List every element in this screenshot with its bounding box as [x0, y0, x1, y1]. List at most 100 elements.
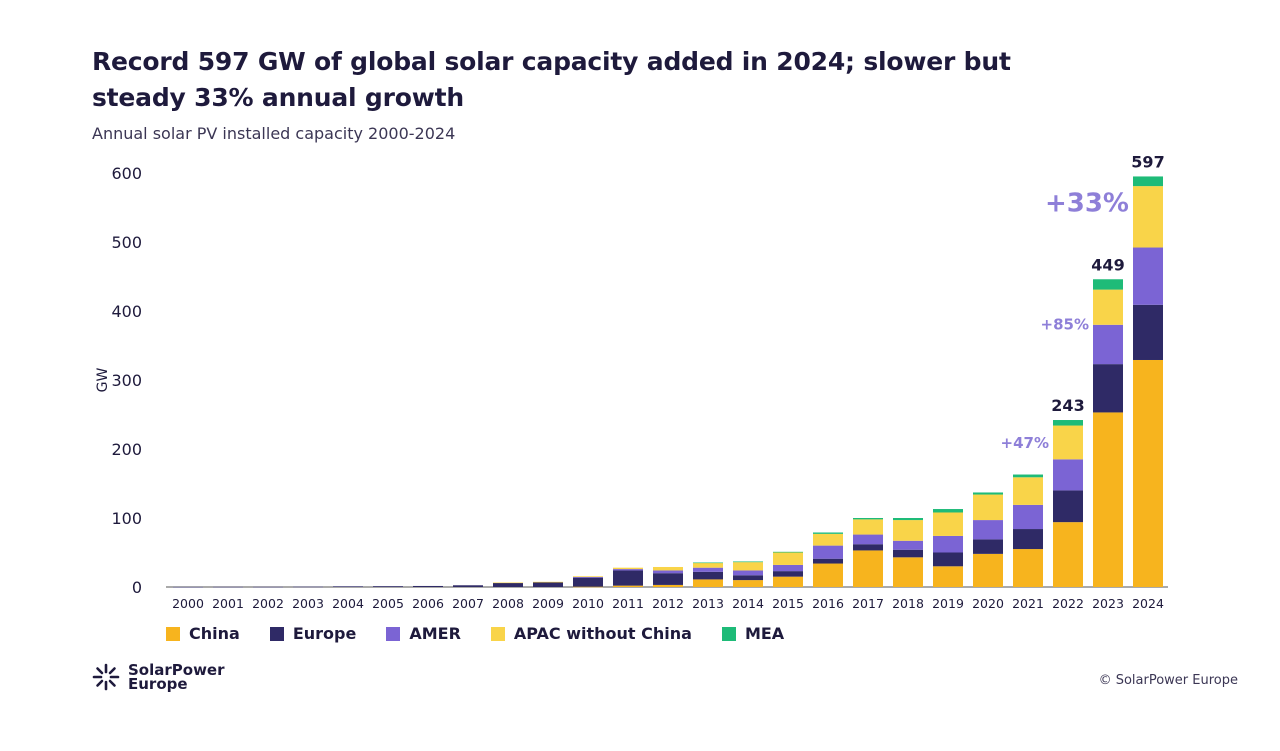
bar-segment-china-2013 [693, 579, 723, 587]
bar-segment-mea-2021 [1013, 474, 1043, 478]
bar-segment-apac-without-china-2021 [1013, 477, 1043, 505]
x-tick-label: 2023 [1092, 596, 1124, 611]
legend-swatch-amer [386, 626, 401, 641]
bar-segment-europe-2005 [373, 586, 403, 587]
y-tick-label: 400 [111, 302, 142, 321]
legend-label-apac: APAC without China [513, 624, 692, 643]
bar-segment-amer-2016 [813, 545, 843, 559]
bar-segment-mea-2014 [733, 561, 763, 563]
y-tick-label: 200 [111, 440, 142, 459]
x-tick-label: 2003 [292, 596, 324, 611]
bar-segment-mea-2017 [853, 518, 883, 520]
bar-segment-china-2019 [933, 566, 963, 587]
total-label-2023: 449 [1091, 255, 1124, 274]
bar-segment-europe-2018 [893, 549, 923, 558]
bar-segment-europe-2021 [1013, 529, 1043, 550]
y-tick-label: 0 [132, 578, 142, 597]
bar-segment-china-2018 [893, 557, 923, 587]
bar-segment-europe-2011 [613, 570, 643, 586]
y-tick-label: 500 [111, 233, 142, 252]
bar-segment-amer-2019 [933, 535, 963, 553]
bar-segment-mea-2023 [1093, 279, 1123, 290]
x-tick-label: 2007 [452, 596, 484, 611]
legend-swatch-mea [721, 626, 736, 641]
x-tick-label: 2016 [812, 596, 844, 611]
y-tick-label: 100 [111, 509, 142, 528]
x-tick-label: 2019 [932, 596, 964, 611]
bar-segment-amer-2020 [973, 520, 1003, 540]
legend-item-europe: Europe [269, 624, 357, 643]
x-tick-label: 2010 [572, 596, 604, 611]
growth-label-2022: +47% [1001, 434, 1049, 452]
y-tick-label: 600 [111, 164, 142, 183]
bar-segment-amer-2022 [1053, 459, 1083, 491]
bar-segment-apac-without-china-2020 [973, 494, 1003, 521]
bar-segment-apac-without-china-2023 [1093, 289, 1123, 325]
x-tick-label: 2012 [652, 596, 684, 611]
legend-item-china: China [166, 624, 240, 643]
logo-line-1: SolarPower [128, 661, 225, 679]
sun-burst-icon [92, 663, 120, 691]
bar-segment-mea-2019 [933, 509, 963, 513]
legend-label-mea: MEA [744, 624, 785, 643]
bar-segment-china-2023 [1093, 412, 1123, 587]
bar-segment-apac-without-china-2019 [933, 512, 963, 536]
bar-segment-amer-2010 [573, 576, 603, 578]
legend-swatch-china [166, 626, 180, 641]
bar-segment-apac-without-china-2012 [653, 566, 683, 571]
bar-segment-apac-without-china-2018 [893, 520, 923, 541]
bar-segment-apac-without-china-2011 [613, 567, 643, 570]
bar-segment-europe-2024 [1133, 304, 1163, 360]
bar-segment-europe-2004 [333, 586, 363, 587]
x-tick-label: 2017 [852, 596, 884, 611]
bar-segment-europe-2020 [973, 539, 1003, 554]
legend-label-china: China [189, 624, 240, 643]
legend-swatch-europe [269, 626, 284, 641]
bar-segment-europe-2023 [1093, 364, 1123, 413]
bar-segment-apac-without-china-2013 [693, 562, 723, 568]
growth-label-2023: +85% [1041, 315, 1089, 333]
x-tick-label: 2000 [172, 596, 204, 611]
x-tick-label: 2022 [1052, 596, 1084, 611]
bar-segment-china-2011 [613, 585, 643, 587]
x-tick-label: 2020 [972, 596, 1004, 611]
bar-segment-china-2014 [733, 580, 763, 587]
x-tick-label: 2006 [412, 596, 444, 611]
bar-segment-amer-2018 [893, 540, 923, 550]
solarpower-europe-logo: SolarPower Europe [92, 661, 225, 693]
legend-label-europe: Europe [292, 624, 357, 643]
bar-segment-mea-2013 [693, 562, 723, 564]
bar-segment-amer-2021 [1013, 504, 1043, 530]
bar-segment-europe-2008 [493, 582, 523, 587]
bar-segment-europe-2019 [933, 552, 963, 567]
legend-item-amer: AMER [386, 624, 461, 643]
y-tick-label: 300 [111, 371, 142, 390]
bar-segment-europe-2012 [653, 573, 683, 585]
bar-segment-china-2022 [1053, 522, 1083, 587]
bar-segment-china-2015 [773, 576, 803, 587]
bar-segment-europe-2014 [733, 575, 763, 581]
stacked-bar-chart: 0 100 200 300 400 500 600 GW 2000 2001 2002 2003 200… [95, 152, 1168, 611]
bar-segment-mea-2018 [893, 518, 923, 521]
bar-segment-europe-2015 [773, 571, 803, 577]
bar-segment-europe-2007 [453, 585, 483, 587]
legend-item-apac: APAC without China [490, 624, 692, 643]
bar-segment-china-2010 [573, 586, 603, 588]
x-tick-label: 2018 [892, 596, 924, 611]
bar-segment-apac-without-china-2016 [813, 533, 843, 546]
bar-segment-china-2012 [653, 584, 683, 587]
x-tick-label: 2011 [612, 596, 644, 611]
bar-segment-mea-2016 [813, 532, 843, 534]
bar-segment-europe-2022 [1053, 490, 1083, 523]
bar-segment-mea-2020 [973, 492, 1003, 495]
bar-segment-china-2024 [1133, 359, 1163, 587]
bar-segment-amer-2024 [1133, 247, 1163, 305]
bar-segment-europe-2013 [693, 571, 723, 580]
bar-segment-europe-2017 [853, 544, 883, 551]
logo-line-2: Europe [128, 675, 188, 693]
bar-segment-europe-2006 [413, 585, 443, 587]
bar-segment-amer-2017 [853, 534, 883, 545]
bar-segment-apac-without-china-2010 [573, 576, 603, 577]
legend-item-mea: MEA [721, 624, 785, 643]
x-tick-label: 2002 [252, 596, 284, 611]
